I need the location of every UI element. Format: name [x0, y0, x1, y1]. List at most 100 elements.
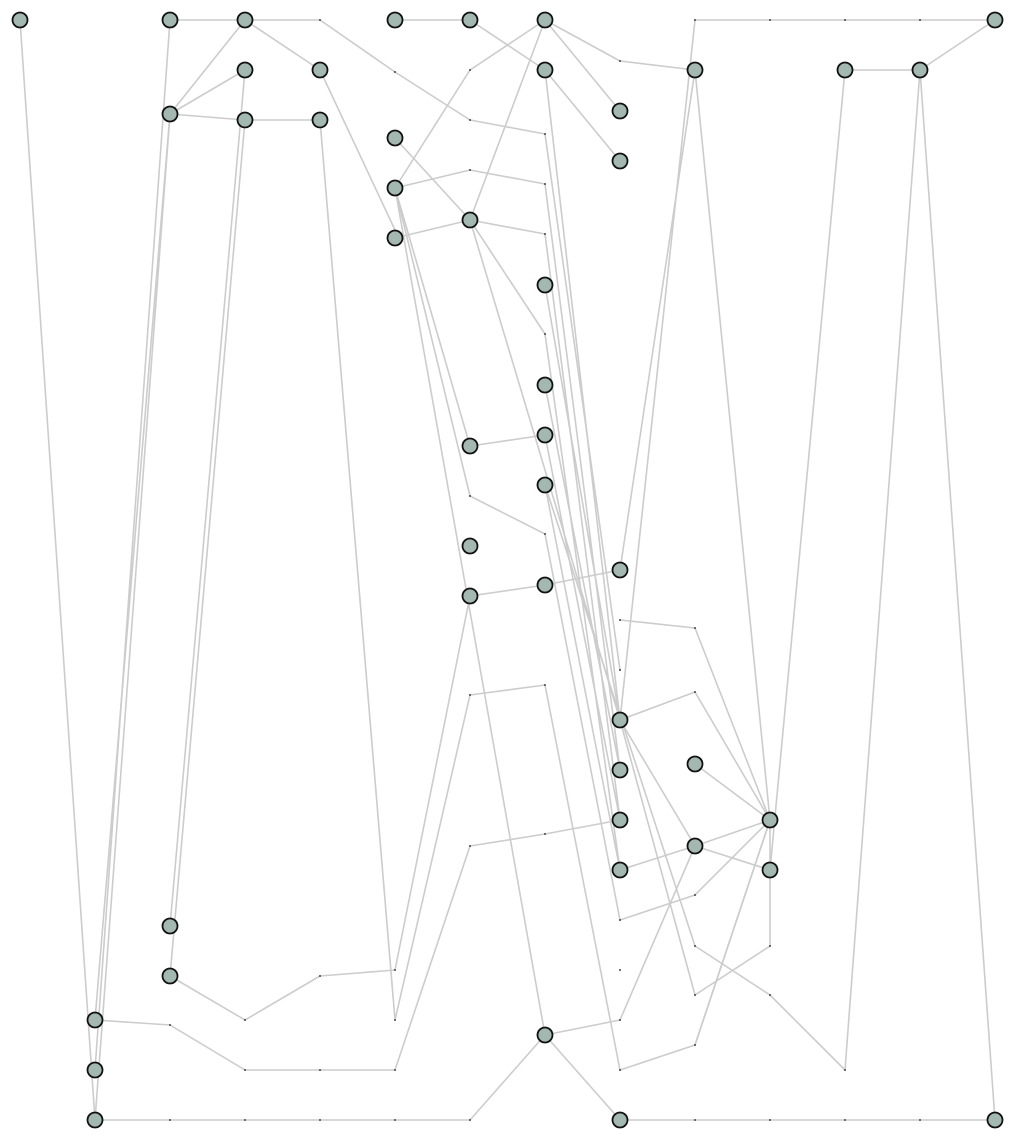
graph-edge: [544, 434, 621, 821]
graph-edge: [619, 19, 696, 721]
edge-bend-point: [394, 1069, 396, 1071]
edge-bend-point: [694, 1044, 696, 1046]
graph-edge: [94, 19, 171, 1071]
edge-bend-point: [844, 1119, 846, 1121]
edge-bend-point: [169, 1119, 171, 1121]
node-layer: [11, 11, 1004, 1129]
edge-bend-point: [844, 1069, 846, 1071]
edge-bend-point: [319, 1119, 321, 1121]
edge-bend-point: [619, 669, 621, 671]
edge-bend-point: [694, 627, 696, 629]
edge-bend-point: [469, 119, 471, 121]
edge-bend-point: [619, 619, 621, 621]
graph-edge: [94, 113, 171, 1021]
graph-edge: [619, 619, 771, 821]
edge-bend-point: [394, 71, 396, 73]
graph-edge: [544, 284, 621, 721]
graph-edge: [694, 819, 771, 1046]
bend-point-layer: [169, 19, 921, 1121]
edge-bend-point: [619, 60, 621, 62]
graph-node: [461, 11, 479, 29]
edge-bend-point: [544, 333, 546, 335]
graph-edge: [394, 187, 771, 921]
edge-bend-point: [544, 133, 546, 135]
graph-node: [386, 179, 404, 197]
graph-edge: [544, 19, 696, 71]
edge-bend-point: [469, 495, 471, 497]
graph-node: [761, 861, 779, 879]
edge-bend-point: [319, 1069, 321, 1071]
edge-bend-point: [544, 183, 546, 185]
edge-bend-point: [319, 19, 321, 21]
graph-node: [461, 537, 479, 555]
edge-bend-point: [769, 1119, 771, 1121]
edge-bend-point: [694, 894, 696, 896]
graph-node: [536, 61, 554, 79]
graph-edge: [619, 69, 696, 571]
edge-bend-point: [394, 1019, 396, 1021]
graph-node: [686, 61, 704, 79]
graph-node: [236, 111, 254, 129]
graph-edge: [169, 595, 471, 1021]
graph-edge: [544, 69, 621, 162]
graph-edge: [694, 69, 771, 821]
edge-bend-point: [469, 1119, 471, 1121]
graph-edge: [319, 119, 771, 1071]
graph-edge: [169, 69, 246, 927]
edge-bend-point: [319, 975, 321, 977]
graph-node: [536, 426, 554, 444]
graph-edge: [469, 19, 546, 221]
graph-node: [761, 811, 779, 829]
graph-node: [986, 11, 1004, 29]
graph-node: [11, 11, 29, 29]
graph-edge: [94, 113, 171, 1121]
graph-edge: [394, 187, 471, 447]
edge-bend-point: [394, 969, 396, 971]
graph-edge: [544, 69, 921, 1071]
graph-node: [986, 1111, 1004, 1129]
edge-bend-point: [694, 1119, 696, 1121]
graph-node: [686, 755, 704, 773]
graph-node: [311, 111, 329, 129]
graph-edge: [244, 19, 321, 71]
graph-edge: [544, 484, 621, 871]
edge-bend-point: [469, 694, 471, 696]
graph-edge: [919, 19, 996, 71]
edge-bend-point: [769, 994, 771, 996]
edge-bend-point: [619, 1069, 621, 1071]
edge-bend-point: [544, 533, 546, 535]
graph-node: [461, 211, 479, 229]
graph-node: [611, 861, 629, 879]
graph-edge: [94, 819, 621, 1071]
edge-bend-point: [394, 1119, 396, 1121]
graph-node: [611, 152, 629, 170]
graph-node: [236, 61, 254, 79]
graph-node: [386, 229, 404, 247]
graph-edge: [319, 69, 396, 231]
graph-node: [461, 437, 479, 455]
edge-bend-point: [619, 969, 621, 971]
edge-bend-point: [694, 691, 696, 693]
edge-layer: [19, 19, 996, 1121]
graph-node: [536, 1026, 554, 1044]
edge-bend-point: [694, 945, 696, 947]
graph-node: [161, 11, 179, 29]
edge-bend-point: [844, 19, 846, 21]
graph-node: [86, 1111, 104, 1129]
graph-edge: [619, 719, 696, 847]
graph-edge: [169, 113, 246, 121]
edge-bend-point: [619, 919, 621, 921]
graph-edge: [694, 763, 771, 821]
edge-bend-point: [244, 1069, 246, 1071]
edge-bend-point: [469, 169, 471, 171]
edge-bend-point: [469, 69, 471, 71]
graph-node: [536, 276, 554, 294]
graph-edge: [544, 19, 621, 112]
graph-node: [386, 11, 404, 29]
edge-bend-point: [244, 1119, 246, 1121]
graph-edge: [469, 219, 621, 871]
graph-edge: [694, 819, 771, 847]
graph-node: [611, 561, 629, 579]
graph-edge: [544, 569, 621, 586]
